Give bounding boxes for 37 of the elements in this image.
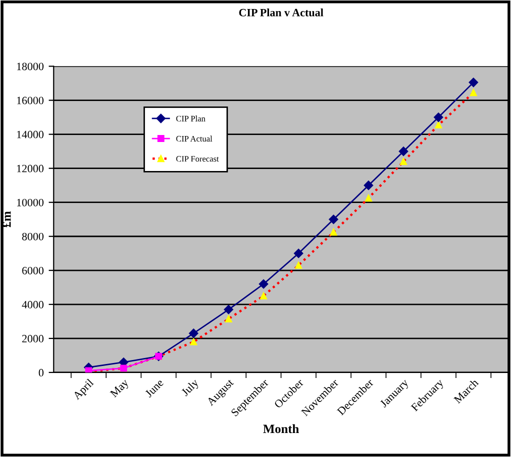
point bbox=[188, 328, 198, 338]
y-tick-label: 12000 bbox=[17, 164, 44, 172]
x-axis-title: Month bbox=[263, 424, 299, 434]
point bbox=[258, 279, 268, 289]
point bbox=[434, 112, 444, 122]
point bbox=[190, 338, 198, 346]
legend-label: CIP Plan bbox=[176, 116, 206, 122]
y-tick-label: 8000 bbox=[22, 232, 44, 240]
point bbox=[470, 89, 477, 96]
y-tick-label: 18000 bbox=[17, 62, 44, 70]
y-tick-label: 2000 bbox=[22, 334, 44, 342]
point bbox=[398, 146, 408, 156]
point bbox=[468, 78, 478, 88]
x-tick-label: May bbox=[110, 378, 131, 400]
x-tick-label: July bbox=[180, 378, 201, 398]
y-tick-label: 4000 bbox=[22, 300, 44, 308]
point bbox=[400, 158, 407, 165]
point bbox=[328, 214, 338, 224]
y-tick-label: 16000 bbox=[17, 96, 44, 104]
point bbox=[295, 262, 302, 269]
point bbox=[224, 304, 234, 314]
point bbox=[330, 228, 337, 236]
point bbox=[260, 292, 268, 300]
legend-label: CIP Actual bbox=[176, 136, 212, 142]
y-tick-label: 14000 bbox=[17, 130, 44, 138]
y-tick-label: 10000 bbox=[17, 198, 44, 206]
point bbox=[294, 248, 304, 258]
chart-title: CIP Plan v Actual bbox=[239, 8, 324, 16]
x-tick-label: June bbox=[144, 378, 164, 398]
y-tick-label: 0 bbox=[38, 368, 44, 376]
point bbox=[365, 194, 372, 202]
y-tick-label: 6000 bbox=[22, 266, 44, 274]
point bbox=[364, 180, 374, 190]
legend-label: CIP Forecast bbox=[176, 156, 219, 162]
point bbox=[225, 315, 232, 322]
point bbox=[435, 121, 442, 128]
y-axis-title: £m bbox=[2, 211, 11, 228]
